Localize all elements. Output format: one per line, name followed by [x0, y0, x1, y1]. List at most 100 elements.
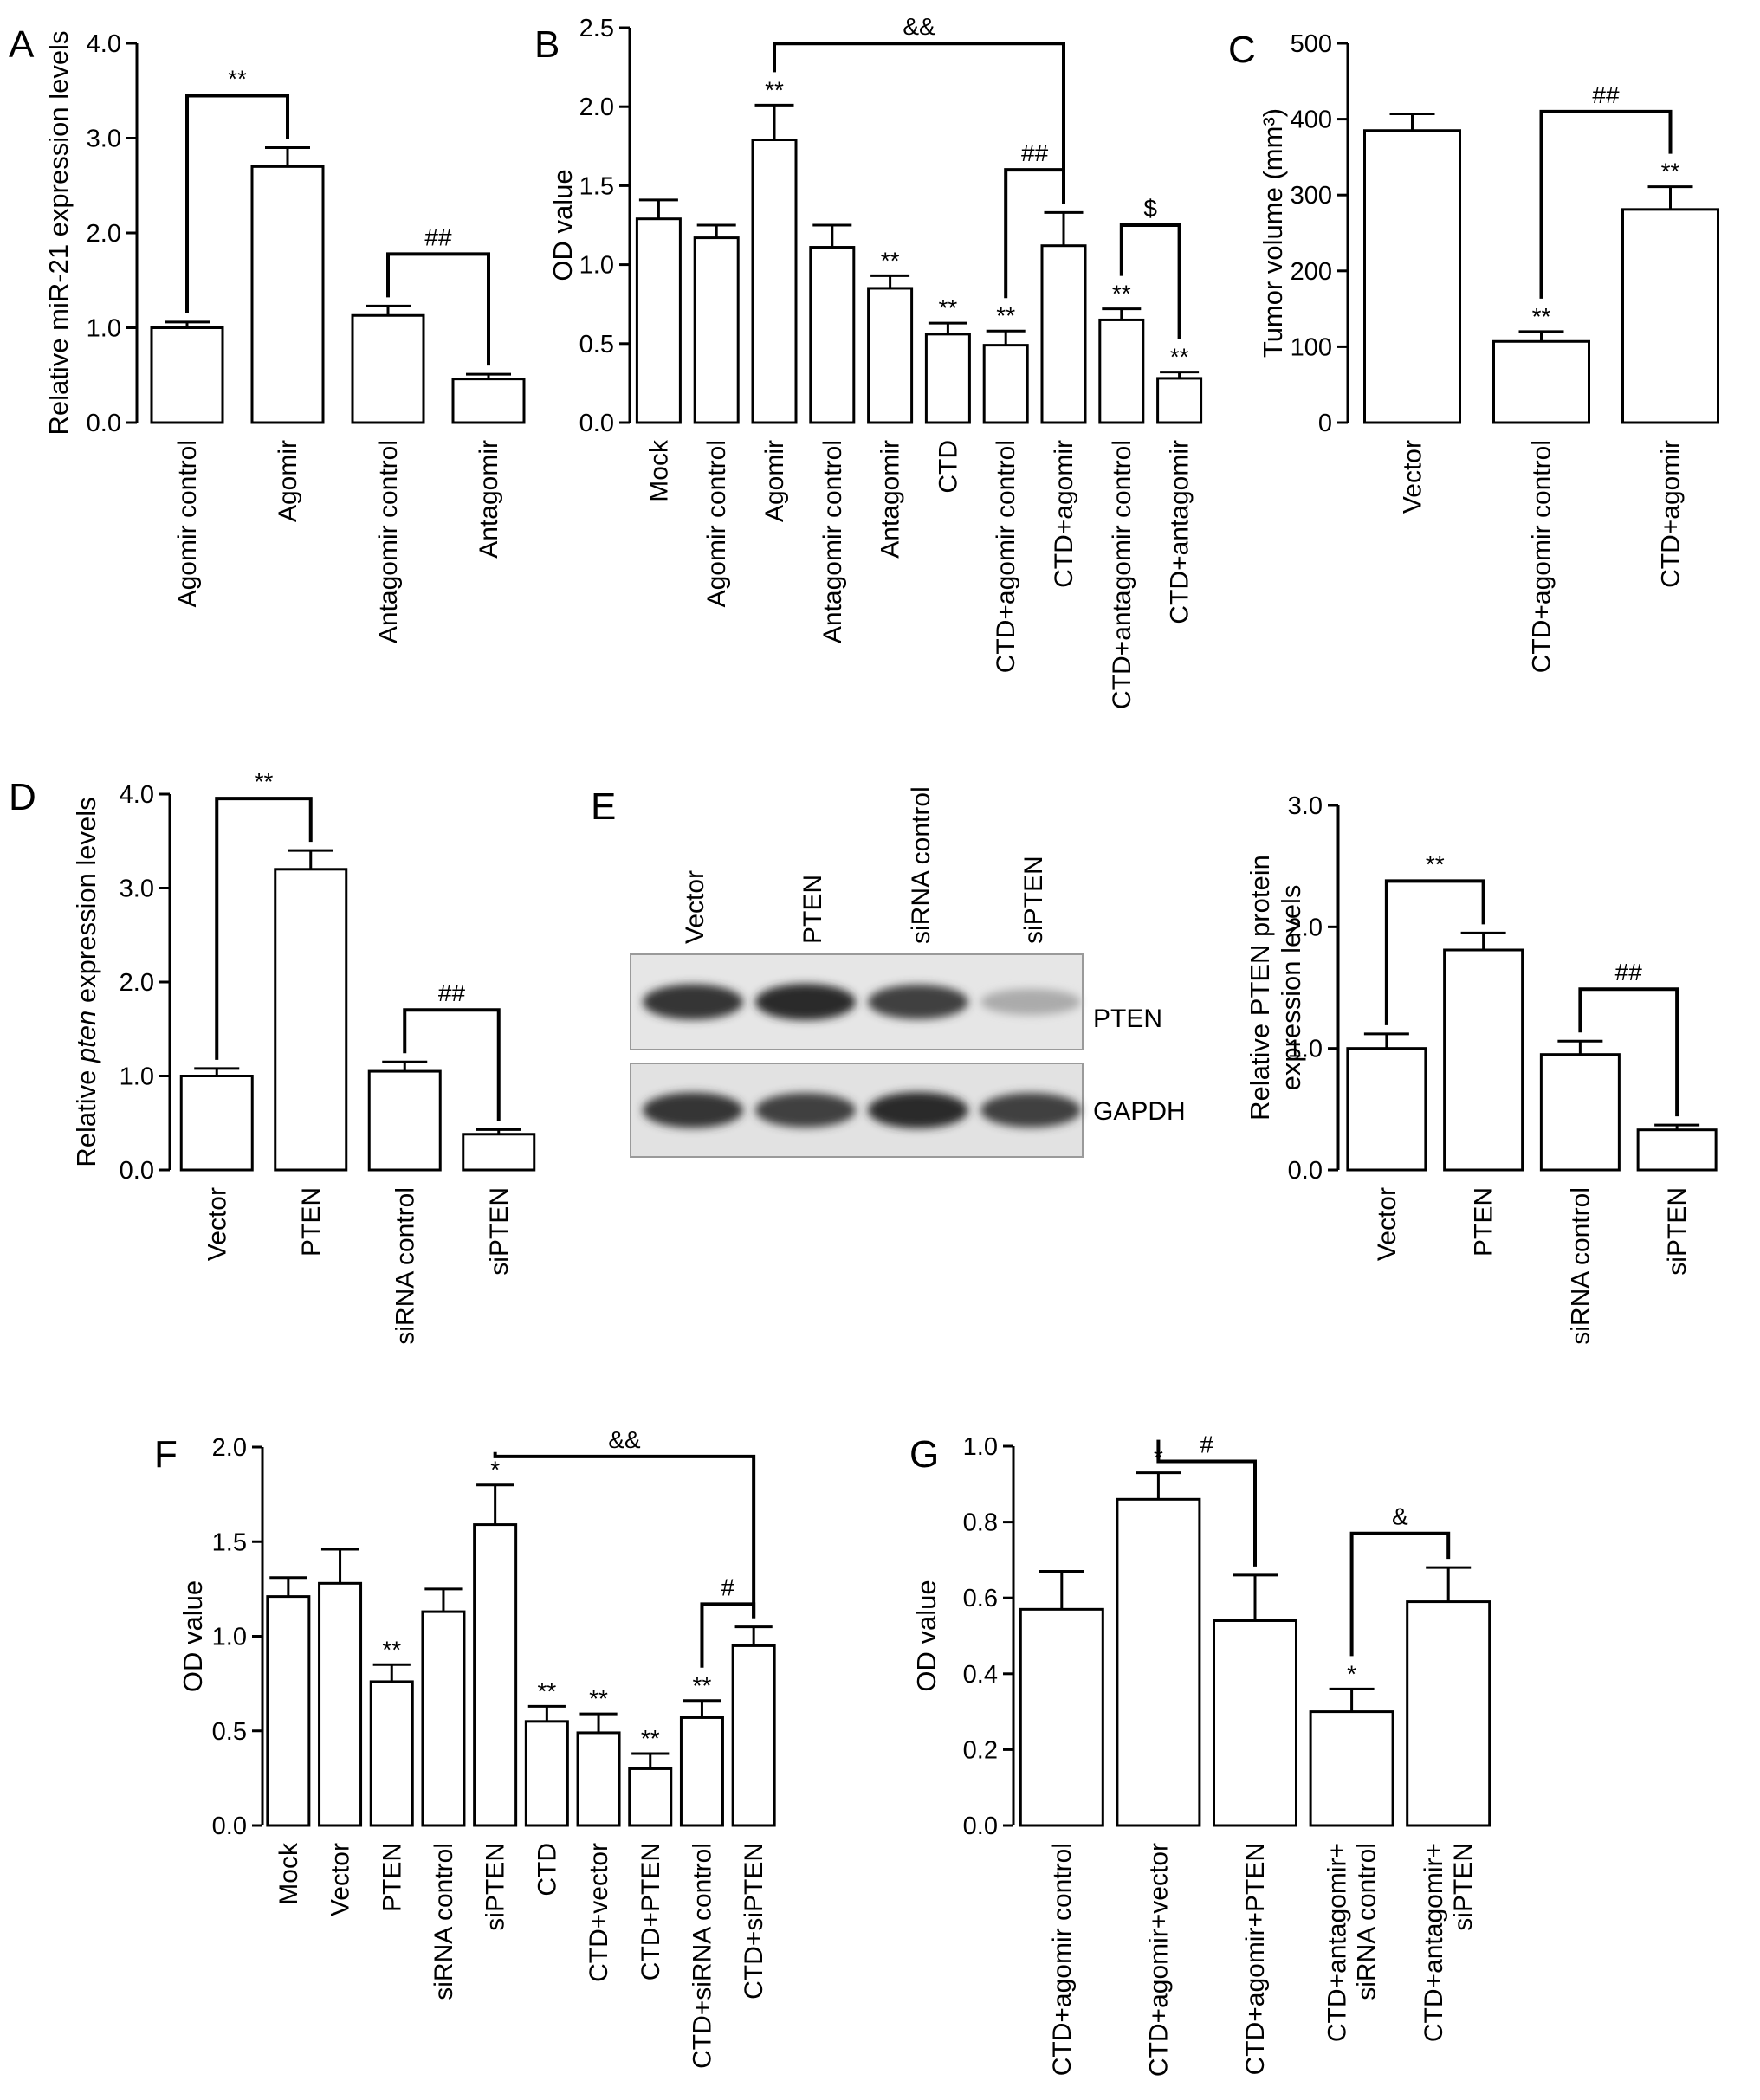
y-tick-label: 0.0: [120, 1157, 154, 1185]
significance-bracket-label: $: [1143, 195, 1157, 222]
significance-mark: **: [765, 76, 784, 103]
bar: [266, 1595, 311, 1827]
y-axis-title: Relative PTEN protein: [1245, 855, 1275, 1121]
significance-mark: **: [1112, 281, 1131, 307]
significance-bracket-label: ##: [438, 979, 466, 1006]
category-label: CTD+agomir+PTEN: [1241, 1843, 1270, 2075]
y-tick-label: 200: [1291, 258, 1332, 286]
bar: [369, 1680, 414, 1827]
significance-bracket-label: #: [721, 1573, 735, 1600]
significance-mark: **: [881, 247, 900, 274]
significance-bracket-label: &&: [608, 1426, 641, 1453]
panel-d-chart: D 0.0 1.0 2.0 3.0 4.0 Relative pten expression…: [9, 768, 536, 1345]
bar: [982, 344, 1029, 424]
y-tick-label: 0.0: [87, 410, 121, 437]
bar: [635, 217, 682, 424]
y-axis-title: OD value: [911, 1580, 941, 1691]
category-label: siRNA control: [1566, 1187, 1595, 1345]
category-label: CTD+agomir: [1657, 440, 1686, 588]
y-tick-label: 2.0: [212, 1434, 247, 1462]
significance-mark: **: [693, 1672, 712, 1699]
blot-band: [980, 1093, 1081, 1128]
category-label: CTD+agomir: [1050, 440, 1078, 588]
y-tick-label: 3.0: [1288, 792, 1323, 820]
panel-b-chart: B 0.0 0.5 1.0 1.5 2.0 2.5 OD value Mock Agomir co…: [534, 13, 1203, 709]
bar: [924, 333, 971, 424]
category-label: CTD+siRNA control: [688, 1843, 716, 2069]
western-blot: Vector PTEN siRNA control siPTEN PTEN GA…: [630, 786, 1186, 1158]
blot-band: [980, 989, 1081, 1015]
significance-mark: **: [382, 1636, 401, 1663]
panel-letter: G: [909, 1433, 939, 1476]
category-label: CTD+siPTEN: [740, 1843, 768, 2000]
panel-letter: E: [591, 785, 616, 828]
significance-bracket-label: &&: [903, 13, 935, 40]
category-label: Antagomir: [475, 440, 503, 559]
significance-bracket-label: ##: [1615, 959, 1643, 985]
y-tick-label: 0.4: [963, 1661, 998, 1689]
bar: [1019, 1607, 1104, 1827]
y-tick-label: 1.0: [120, 1063, 154, 1091]
blot-band: [643, 1092, 743, 1128]
significance-mark: **: [1661, 158, 1680, 185]
bar: [421, 1610, 466, 1827]
significance-bracket: [493, 1451, 756, 1619]
category-label: Mock: [275, 1842, 303, 1905]
y-tick-label: 4.0: [87, 30, 121, 58]
category-label: CTD: [934, 440, 962, 494]
y-tick-label: 2.0: [120, 969, 154, 997]
y-tick-label: 0.5: [212, 1718, 247, 1746]
panel-letter: B: [534, 23, 560, 66]
category-label: siPTEN: [1663, 1187, 1692, 1276]
panel-letter: D: [9, 776, 36, 818]
category-label: CTD+PTEN: [637, 1843, 665, 1980]
y-axis-title-part: expression levels: [71, 797, 101, 1010]
bar: [462, 1133, 536, 1172]
significance-mark: *: [490, 1457, 500, 1483]
category-label: Mock: [644, 439, 673, 502]
category-label: PTEN: [297, 1187, 326, 1257]
bar: [693, 236, 740, 424]
y-axis-title: expression levels: [1276, 885, 1306, 1091]
bar: [1098, 318, 1145, 424]
bar: [250, 165, 325, 424]
category-label: siRNA control: [430, 1843, 458, 2000]
y-tick-label: 1.0: [1288, 1036, 1323, 1063]
bar: [451, 378, 526, 424]
category-label: Antagomir control: [819, 440, 847, 643]
bar: [1539, 1053, 1621, 1172]
bar: [351, 313, 425, 424]
category-label: Agomir: [274, 440, 302, 522]
significance-bracket: [215, 797, 313, 1060]
panel-c-chart: C 0 100 200 300 400 500 Tumor volume (mm³) Vecto…: [1228, 29, 1719, 673]
y-tick-label: 400: [1291, 107, 1332, 134]
significance-mark: **: [641, 1725, 660, 1752]
blot-band: [755, 984, 856, 1020]
bar: [274, 868, 348, 1172]
y-tick-label: 2.5: [579, 15, 614, 42]
category-label: Vector: [327, 1843, 355, 1916]
category-label: siPTEN: [482, 1843, 510, 1931]
bar: [809, 246, 856, 424]
category-label: PTEN: [378, 1843, 406, 1912]
bar: [1040, 244, 1087, 424]
y-tick-label: 1.0: [212, 1624, 247, 1651]
blot-lane-labels: Vector PTEN siRNA control siPTEN: [681, 786, 1048, 944]
y-axis-title-part: pten: [71, 1011, 101, 1063]
blot-band: [868, 1092, 968, 1128]
category-label: Agomir: [760, 440, 789, 522]
panel-letter: C: [1228, 29, 1256, 71]
bar: [1636, 1128, 1718, 1172]
blot-band-label-gapdh: GAPDH: [1093, 1097, 1186, 1126]
panel-f-chart: F 0.0 0.5 1.0 1.5 2.0 OD value Mock Vector ** PTEN…: [154, 1426, 776, 2069]
significance-bracket: [386, 252, 490, 366]
panel-g-chart: G 0.0 0.2 0.4 0.6 0.8 1.0 OD value CTD+agomir co…: [909, 1431, 1491, 2077]
y-axis-title: Relative pten expression levels: [71, 797, 101, 1166]
y-tick-label: 0.2: [963, 1736, 998, 1764]
significance-bracket-label: &: [1392, 1503, 1408, 1530]
y-tick-label: 1.0: [963, 1433, 998, 1461]
significance-bracket-label: #: [1200, 1431, 1213, 1458]
bar: [751, 139, 798, 424]
bar: [576, 1731, 621, 1827]
significance-bracket: [1119, 223, 1181, 339]
